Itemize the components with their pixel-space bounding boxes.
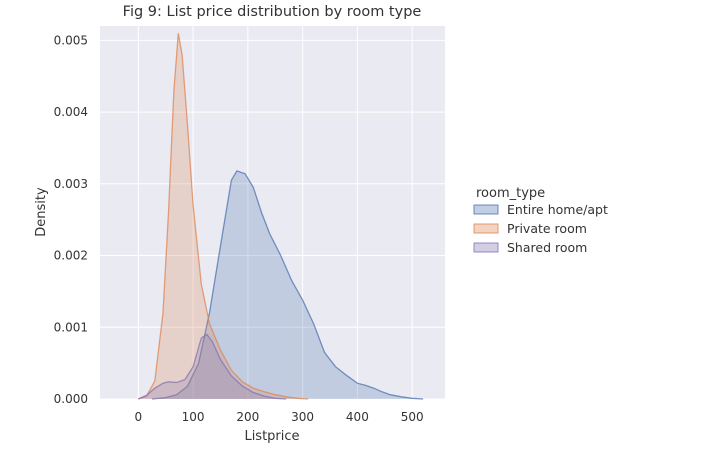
y-tick-label: 0.003 [54,177,88,191]
x-tick-label: 0 [135,410,143,424]
series-line-2 [138,333,287,400]
legend-label: Shared room [507,240,587,255]
x-tick-label: 400 [346,410,369,424]
y-axis-label: Density [34,187,49,237]
legend: room_type Entire home/apt Private room Sha… [473,186,608,255]
x-tick-label: 200 [236,410,259,424]
x-axis-label: Listprice [244,429,299,444]
legend-label: Entire home/apt [507,202,608,217]
series-line-0 [151,170,424,400]
series-area-1 [138,33,309,399]
legend-swatch [473,223,499,234]
series-line-1 [138,33,309,400]
x-tick-labels: 0 100 200 300 400 500 [135,410,424,424]
legend-title: room_type [476,186,545,201]
legend-swatch [473,204,499,215]
y-tick-label: 0.004 [54,105,88,119]
y-tick-labels: 0.000 0.001 0.002 0.003 0.004 0.005 [54,33,88,406]
x-tick-label: 100 [182,410,205,424]
chart-title: Fig 9: List price distribution by room t… [123,4,422,20]
plot-background [100,26,445,399]
legend-swatch [473,242,499,253]
density-series [138,33,424,400]
y-tick-label: 0.002 [54,249,88,263]
grid-lines [100,26,445,400]
x-tick-label: 300 [291,410,314,424]
y-tick-label: 0.001 [54,320,88,334]
series-area-0 [152,170,424,399]
legend-label: Private room [507,221,587,236]
y-tick-label: 0.000 [54,392,88,406]
y-tick-label: 0.005 [54,33,88,47]
x-tick-label: 500 [401,410,424,424]
